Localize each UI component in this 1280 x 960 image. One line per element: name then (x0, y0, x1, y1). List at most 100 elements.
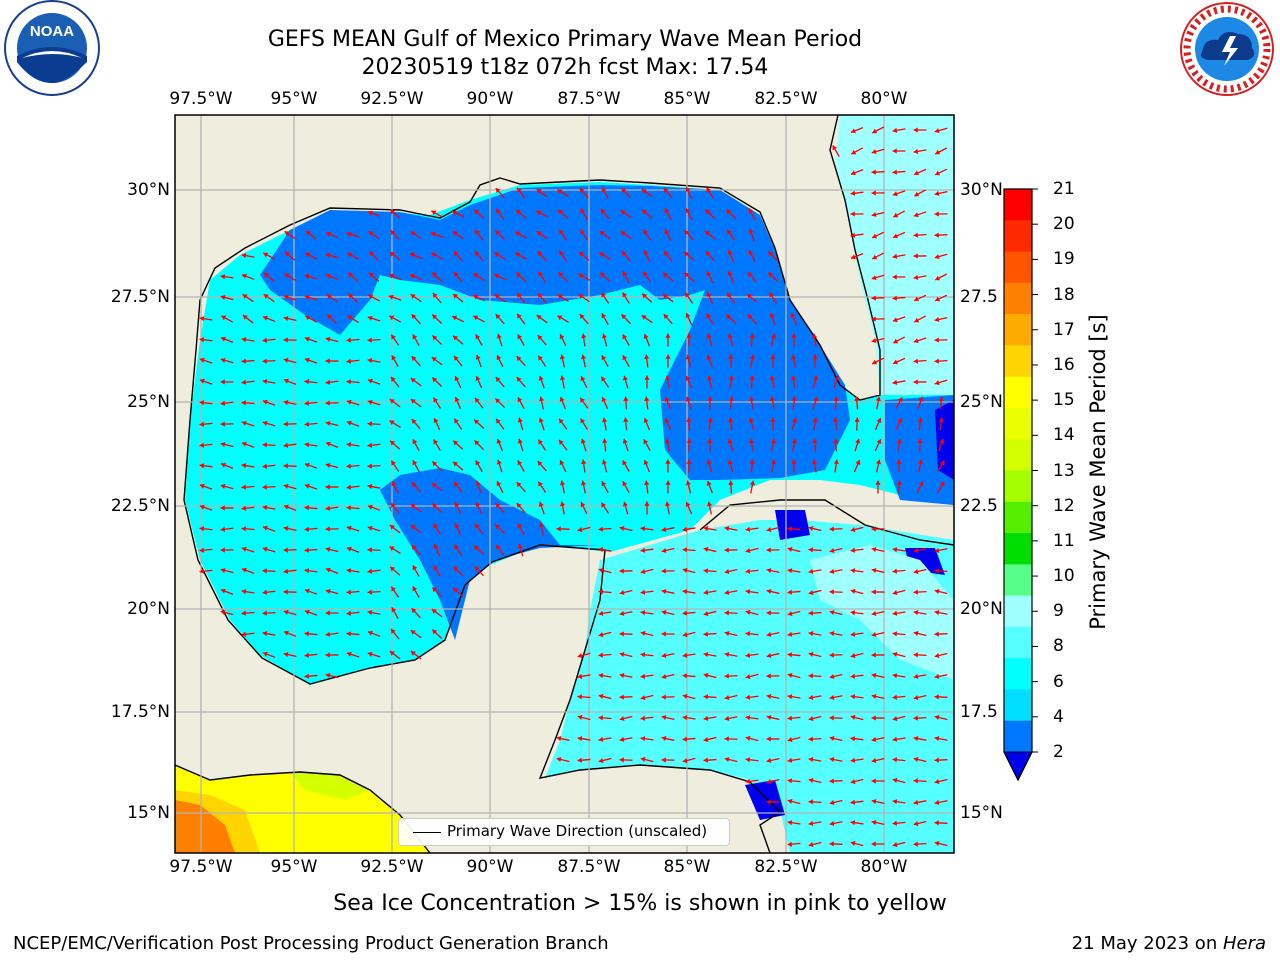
wave-direction-arrow (790, 354, 797, 368)
wave-direction-arrow (685, 312, 693, 326)
wave-direction-arrow (641, 188, 653, 198)
wave-direction-arrow (892, 651, 906, 658)
wave-direction-arrow (727, 249, 735, 263)
wave-direction-arrow (770, 354, 776, 368)
wave-direction-arrow (220, 357, 234, 364)
wave-direction-arrow (431, 356, 443, 366)
wave-direction-arrow (871, 631, 885, 638)
wave-direction-arrow (325, 273, 339, 280)
wave-direction-arrow (934, 127, 948, 134)
wave-direction-arrow (703, 610, 717, 617)
wave-direction-arrow (683, 251, 695, 261)
wave-direction-arrow (892, 231, 906, 239)
wave-direction-arrow (769, 312, 776, 326)
colorbar-tick-label: 6 (1053, 671, 1064, 692)
wave-direction-arrow (850, 694, 864, 700)
colorbar-tick-label: 12 (1053, 495, 1075, 516)
wave-direction-arrow (472, 294, 486, 302)
wave-direction-arrow (640, 652, 654, 658)
wave-direction-arrow (682, 589, 696, 595)
wave-direction-arrow (832, 145, 840, 157)
wave-direction-arrow (829, 589, 843, 595)
colorbar-tick-label: 10 (1053, 566, 1075, 587)
wave-direction-arrow (913, 337, 927, 344)
wave-direction-arrow (766, 652, 780, 659)
colorbar-tick-label: 19 (1053, 249, 1075, 270)
wave-direction-arrow (934, 568, 948, 574)
wave-direction-arrow (602, 438, 608, 452)
wave-direction-arrow (707, 417, 713, 431)
wave-direction-arrow (661, 757, 675, 763)
wave-direction-arrow (242, 314, 254, 324)
wave-direction-arrow (703, 715, 717, 721)
colorbar-tick-label: 16 (1053, 354, 1075, 375)
wave-direction-arrow (684, 229, 694, 241)
wave-direction-arrow (560, 375, 566, 389)
wave-direction-arrow (556, 735, 570, 742)
wave-direction-arrow (640, 610, 654, 616)
wave-direction-arrow (325, 505, 339, 511)
wave-direction-arrow (767, 272, 779, 282)
wave-direction-arrow (367, 525, 381, 532)
wave-direction-arrow (199, 378, 213, 385)
wave-direction-arrow (892, 694, 906, 700)
wave-direction-arrow (745, 589, 759, 595)
wave-direction-arrow (538, 522, 545, 536)
wave-direction-arrow (241, 441, 255, 448)
wave-direction-arrow (452, 461, 464, 471)
wave-direction-arrow (620, 230, 632, 240)
wave-direction-arrow (787, 694, 801, 700)
wave-direction-arrow (431, 503, 443, 513)
wave-direction-arrow (560, 501, 566, 515)
wave-direction-arrow (496, 480, 504, 494)
wave-direction-arrow (538, 501, 545, 515)
wave-direction-arrow (895, 417, 903, 431)
wave-direction-arrow (829, 820, 843, 826)
tick-bottom-label: 80°W (860, 857, 908, 877)
wave-direction-arrow (452, 566, 464, 576)
wave-direction-arrow (812, 375, 819, 389)
wave-direction-arrow (473, 272, 485, 282)
wave-direction-arrow (685, 354, 692, 368)
wave-direction-arrow (452, 335, 464, 345)
wave-direction-arrow (601, 354, 609, 368)
wave-direction-arrow (854, 396, 860, 410)
wave-direction-arrow (411, 544, 421, 556)
noaa-logo: NOAA (4, 0, 100, 96)
wave-direction-arrow (220, 609, 234, 616)
wave-direction-arrow (304, 315, 318, 323)
wave-direction-arrow (913, 736, 927, 742)
wave-direction-arrow (934, 631, 948, 637)
wave-direction-arrow (703, 568, 717, 574)
wave-direction-arrow (475, 480, 482, 494)
wave-direction-arrow (495, 208, 505, 220)
colorbar-segment (1004, 533, 1032, 565)
wave-direction-arrow (934, 232, 948, 238)
wave-direction-arrow (766, 567, 780, 574)
wave-direction-arrow (808, 568, 822, 574)
wave-direction-arrow (787, 820, 801, 826)
wave-direction-arrow (220, 294, 234, 301)
wave-direction-arrow (913, 630, 927, 637)
wave-direction-arrow (875, 480, 881, 494)
wave-direction-arrow (517, 438, 524, 452)
wave-direction-arrow (913, 211, 927, 218)
wave-direction-arrow (536, 188, 548, 198)
wave-direction-arrow (262, 546, 276, 553)
tick-bottom-label: 85°W (663, 857, 711, 877)
wave-direction-arrow (346, 651, 360, 658)
wave-direction-arrow (389, 566, 401, 576)
wave-direction-arrow (706, 501, 713, 515)
wave-direction-arrow (619, 736, 633, 743)
wave-direction-arrow (766, 631, 780, 638)
wave-direction-arrow (727, 333, 734, 347)
chart-title-line2: 20230519 t18z 072h fcst Max: 17.54 (361, 55, 769, 80)
wave-direction-arrow (662, 293, 674, 303)
wave-direction-arrow (892, 715, 906, 722)
wave-direction-arrow (598, 610, 612, 616)
wave-direction-arrow (388, 294, 402, 301)
wave-direction-arrow (325, 379, 339, 385)
wave-direction-arrow (556, 526, 570, 532)
tick-left-label: 17.5°N (110, 702, 170, 722)
wave-direction-arrow (663, 250, 673, 262)
